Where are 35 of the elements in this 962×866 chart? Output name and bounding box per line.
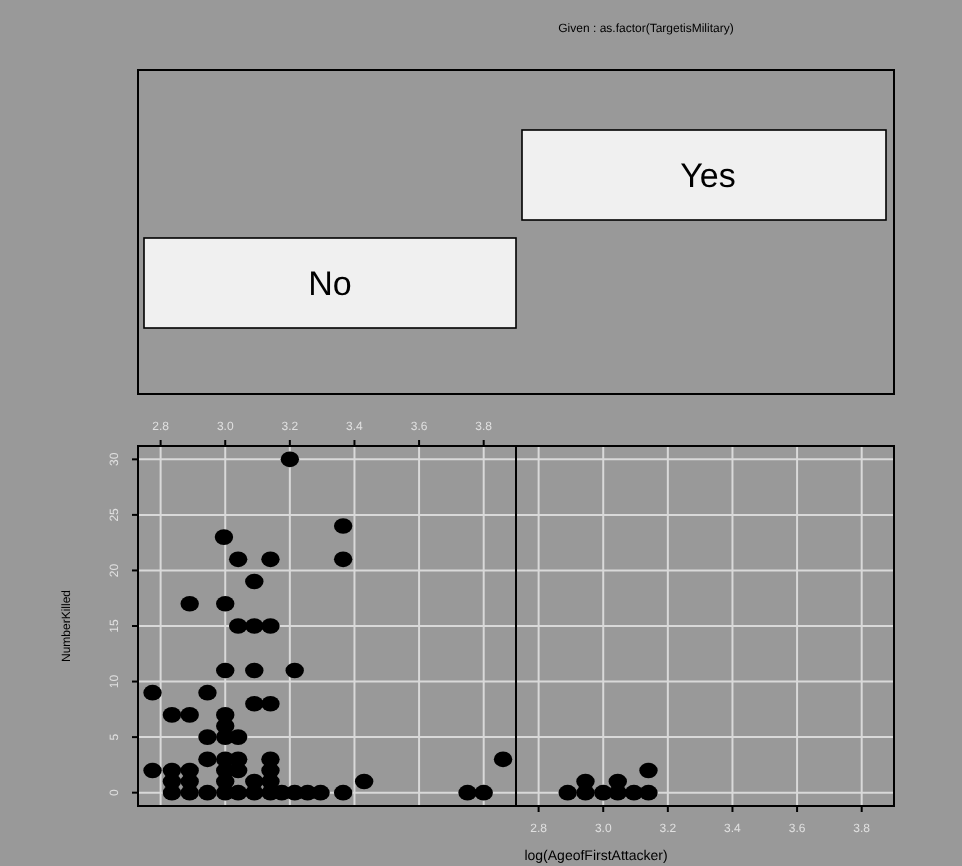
point xyxy=(216,662,235,679)
point xyxy=(474,784,493,801)
point xyxy=(214,529,234,545)
point xyxy=(180,595,199,612)
point xyxy=(198,684,217,701)
point xyxy=(245,573,264,590)
point xyxy=(228,784,248,801)
point xyxy=(162,707,182,723)
point xyxy=(261,551,280,568)
point xyxy=(143,762,162,779)
text: Yes xyxy=(680,157,736,195)
point xyxy=(143,684,162,701)
point xyxy=(333,784,353,801)
point xyxy=(245,618,264,634)
text: No xyxy=(308,265,352,303)
point xyxy=(228,729,248,745)
point xyxy=(162,784,182,801)
point xyxy=(216,595,235,612)
point xyxy=(261,695,280,712)
point xyxy=(458,784,477,801)
point xyxy=(245,695,264,712)
point xyxy=(245,662,264,679)
point xyxy=(333,518,353,534)
point xyxy=(228,618,248,634)
point xyxy=(198,784,217,801)
point xyxy=(280,451,300,468)
point xyxy=(228,551,248,568)
point xyxy=(354,773,374,790)
point xyxy=(333,551,353,568)
point xyxy=(493,751,513,768)
point xyxy=(261,618,280,634)
point xyxy=(198,751,217,768)
point xyxy=(285,662,304,679)
point xyxy=(198,729,217,745)
point xyxy=(180,707,199,723)
